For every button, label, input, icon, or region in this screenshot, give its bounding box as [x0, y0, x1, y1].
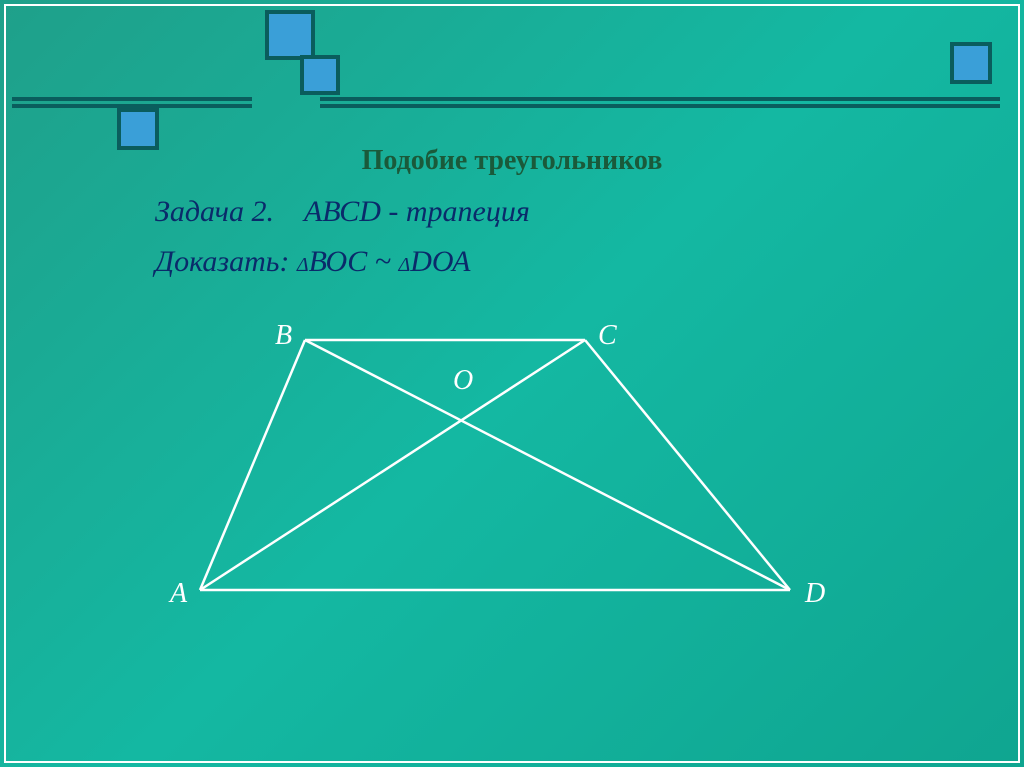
deco-square-3: [300, 55, 340, 95]
edge-cd: [585, 340, 790, 590]
diagram-svg: [150, 310, 850, 650]
slide-title: Подобие треугольников: [0, 145, 1024, 177]
vertex-label-o: O: [453, 365, 473, 397]
diagonal-ac: [200, 340, 585, 590]
vertex-label-c: C: [598, 320, 617, 352]
vertex-label-d: D: [805, 578, 825, 610]
deco-square-1: [117, 108, 159, 150]
similar-symbol: ~: [367, 245, 398, 278]
deco-square-2: [265, 10, 315, 60]
triangle-2: DОА: [410, 245, 470, 278]
delta-symbol-1: Δ: [297, 254, 309, 276]
problem-line-2: Доказать: ΔВОС ~ ΔDОА: [155, 245, 470, 279]
diagonal-bd: [305, 340, 790, 590]
triangle-1: ВОС: [309, 245, 368, 278]
prove-label: Доказать:: [155, 245, 297, 278]
deco-line-3: [320, 97, 1000, 101]
trapezoid-diagram: A B C D O: [150, 310, 850, 650]
deco-line-4: [320, 104, 1000, 108]
vertex-label-a: A: [170, 578, 187, 610]
edge-ab: [200, 340, 305, 590]
vertex-label-b: B: [275, 320, 292, 352]
delta-symbol-2: Δ: [398, 254, 410, 276]
deco-line-1: [12, 97, 252, 101]
problem-line-1: Задача 2. АВСD - трапеция: [155, 195, 530, 229]
deco-square-4: [950, 42, 992, 84]
